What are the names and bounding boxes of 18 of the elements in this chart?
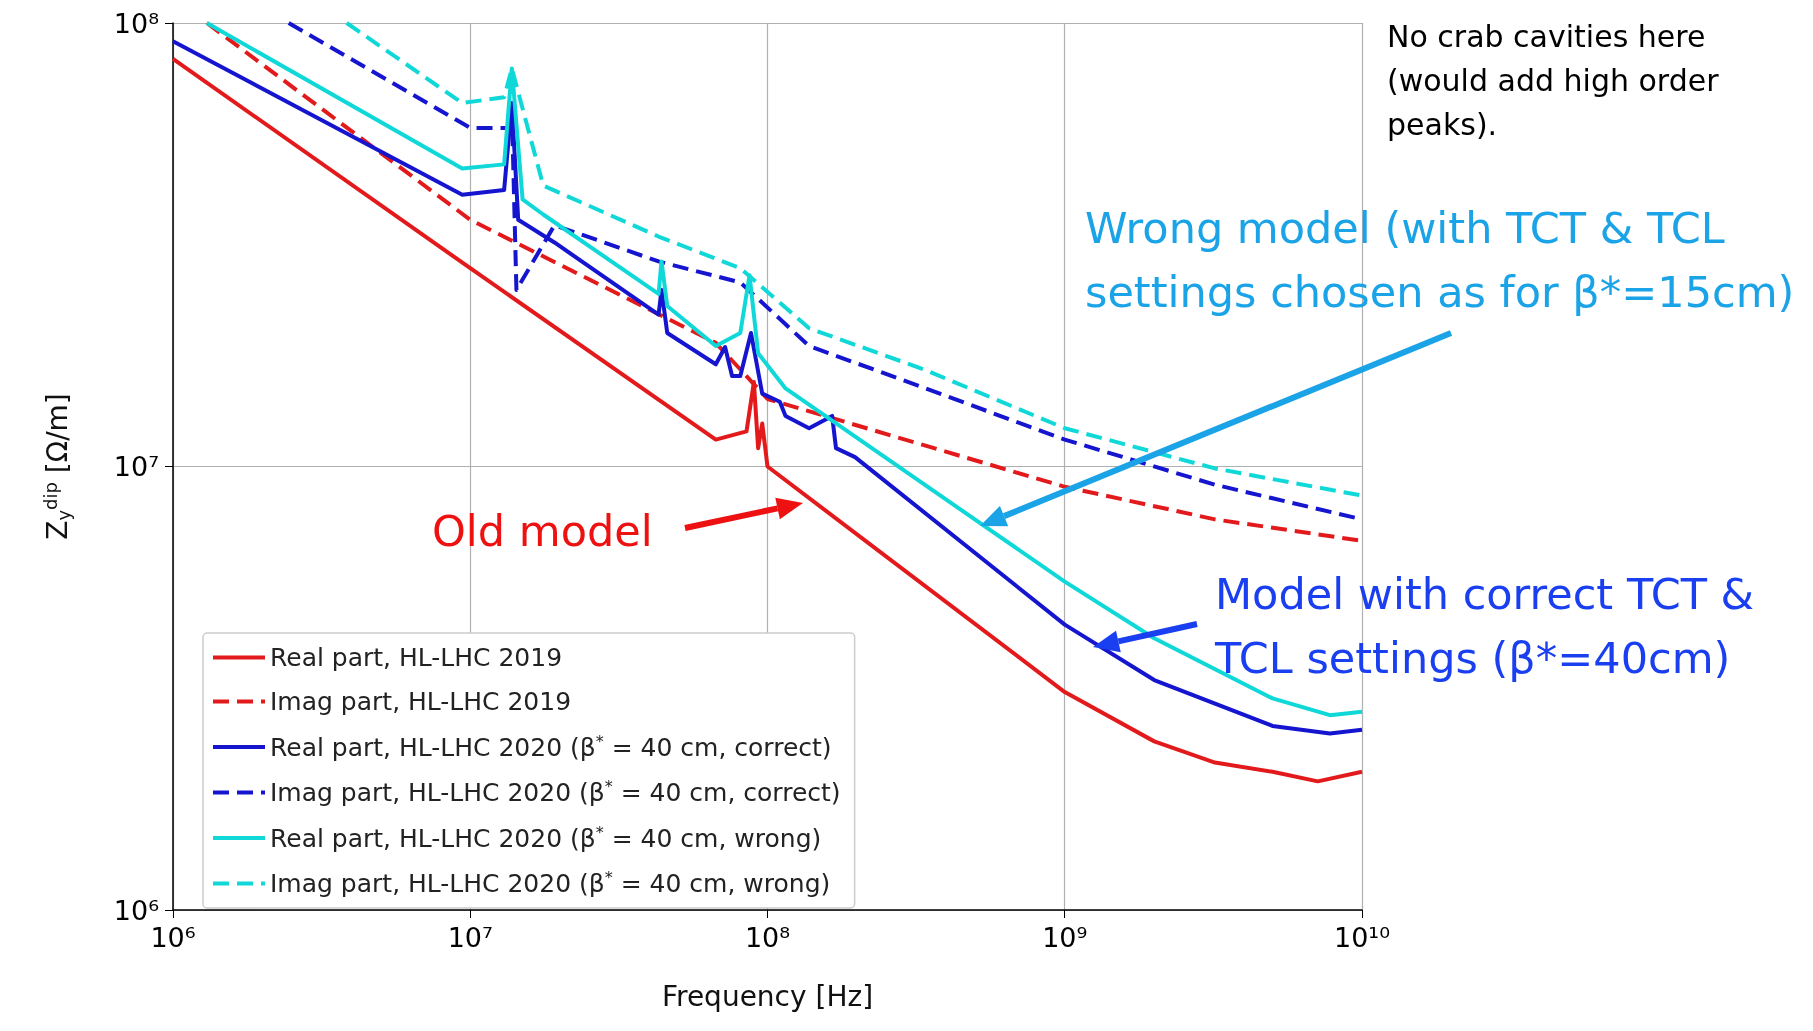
legend-label: Real part, HL-LHC 2020 (β* = 40 cm, wrong) [270, 822, 822, 853]
annotation: Old model [432, 506, 653, 556]
legend-label: Imag part, HL-LHC 2020 (β* = 40 cm, correct) [270, 777, 841, 807]
legend-label: Real part, HL-LHC 2019 [270, 643, 563, 672]
y-tick-label: 10⁷ [113, 451, 159, 482]
text: No crab cavities here (would add high order peaks). [1387, 18, 1729, 142]
x-tick-label: 10⁹ [1042, 922, 1088, 953]
x-axis-title: Frequency [Hz] [661, 979, 874, 1013]
x-tick-label: 10⁸ [744, 922, 791, 953]
legend-label: Imag part, HL-LHC 2020 (β* = 40 cm, wrong) [270, 868, 831, 898]
legend-label: Imag part, HL-LHC 2019 [270, 687, 572, 716]
annotation: Model with correct TCT & TCL settings (β*=40cm) [1214, 569, 1768, 683]
legend-label: Real part, HL-LHC 2020 (β* = 40 cm, correct) [270, 731, 832, 762]
x-tick-label: 10¹⁰ [1333, 922, 1391, 953]
annotation: Wrong model (with TCT & TCL settings chosen as for β*=15cm) [1085, 203, 1795, 317]
y-axis-title: Zydip [Ω/m] [39, 393, 74, 540]
y-tick-label: 10⁸ [113, 7, 159, 39]
x-tick-label: 10⁷ [447, 922, 493, 953]
